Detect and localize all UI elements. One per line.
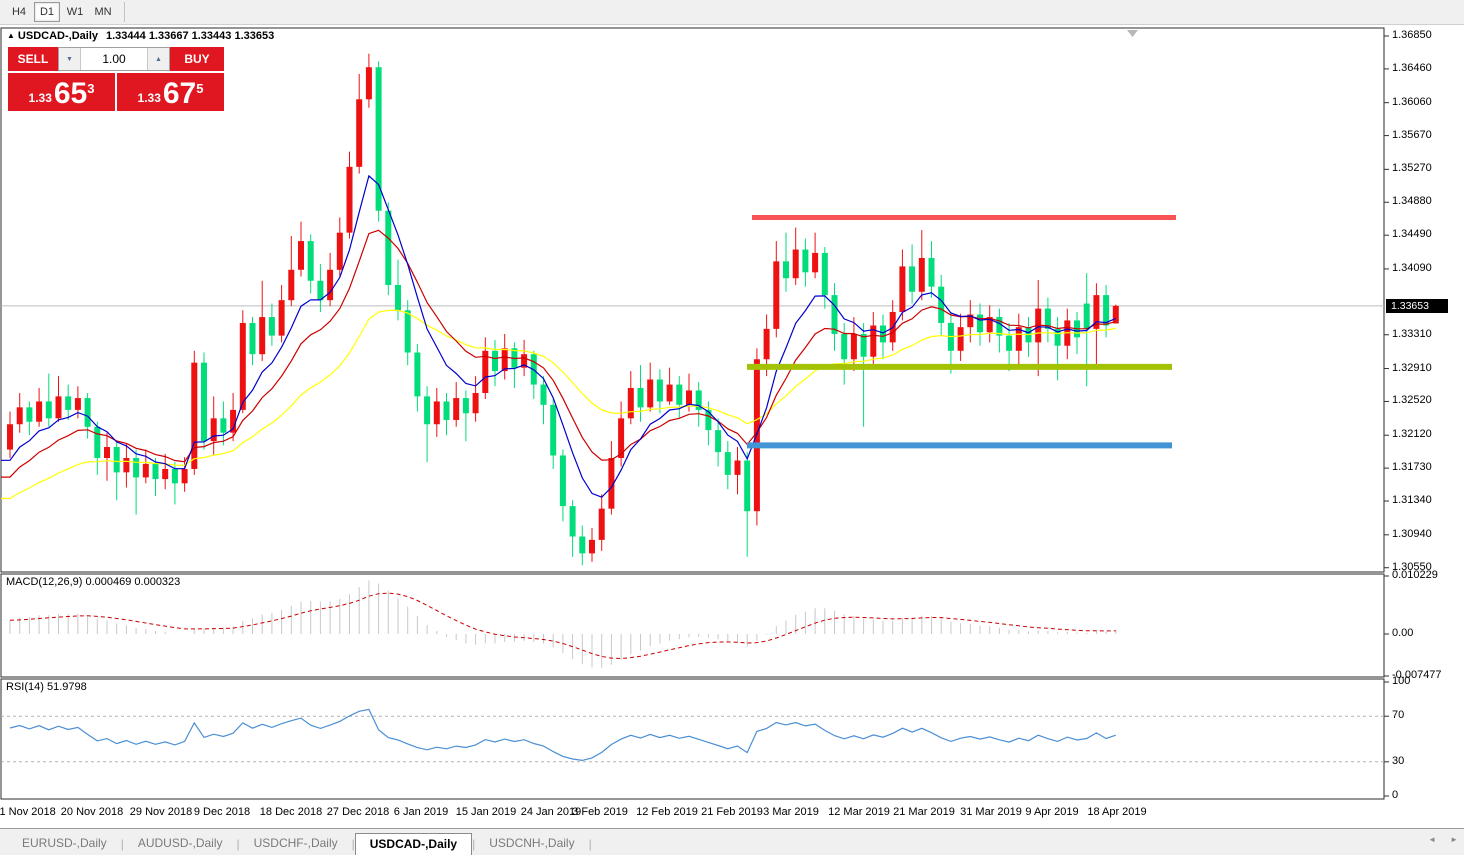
- rsi-pane-border: [0, 678, 1385, 800]
- tab-scroll-left-icon[interactable]: ◄: [1428, 835, 1437, 844]
- tab-separator: |: [236, 837, 240, 851]
- macd-pane-border: [0, 573, 1385, 678]
- date-axis-label: 3 Feb 2019: [572, 806, 628, 818]
- timeframe-d1-button[interactable]: D1: [34, 2, 60, 22]
- ma-fast-line[interactable]: [1, 174, 1117, 498]
- price-axis-label: 1.30940: [1392, 527, 1432, 540]
- chart-title: ▲ USDCAD-,Daily 1.33444 1.33667 1.33443 1.…: [7, 30, 274, 42]
- price-axis-label: 1.34090: [1392, 261, 1432, 274]
- price-pane-border: [0, 27, 1385, 573]
- price-axis-label: 1.33310: [1392, 327, 1432, 340]
- candles-layer[interactable]: [7, 53, 1119, 566]
- volume-input[interactable]: [81, 48, 147, 70]
- macd-axis-label: -0.007477: [1392, 669, 1442, 681]
- price-axis-label: 1.31340: [1392, 494, 1432, 507]
- price-axis-label: 1.32520: [1392, 394, 1432, 407]
- date-axis-label: 3 Mar 2019: [763, 806, 819, 818]
- tab-separator: |: [120, 837, 124, 851]
- toolbar-separator: [124, 2, 125, 22]
- current-price-badge: 1.33653: [1386, 298, 1448, 313]
- date-axis-label: 9 Dec 2018: [193, 806, 251, 818]
- rsi-label: RSI(14) 51.9798: [6, 681, 87, 693]
- price-axis-label: 1.36060: [1392, 95, 1432, 108]
- rsi-line: [9, 708, 1116, 762]
- date-axis-label: 20 Nov 2018: [60, 806, 124, 818]
- tab-usdcad-daily[interactable]: USDCAD-,Daily: [354, 833, 473, 855]
- volume-decrease-button[interactable]: ▼: [59, 48, 81, 70]
- rsi-axis-label: 0: [1392, 789, 1399, 801]
- sell-pipette: 3: [87, 81, 95, 96]
- date-axis-label: 18 Apr 2019: [1087, 806, 1147, 818]
- buy-pips: 67: [162, 77, 197, 110]
- macd-label: MACD(12,26,9) 0.000469 0.000323: [6, 576, 181, 588]
- date-axis-label: 15 Jan 2019: [455, 806, 517, 818]
- date-axis-label: 21 Mar 2019: [893, 806, 955, 818]
- tab-separator: |: [588, 837, 592, 851]
- rsi-axis-label: 30: [1392, 754, 1405, 767]
- tab-separator: |: [472, 837, 476, 851]
- rsi-axis-label: 70: [1392, 709, 1405, 722]
- date-axis-label: 6 Jan 2019: [393, 806, 449, 818]
- price-axis-label: 1.30550: [1392, 560, 1432, 573]
- price-axis-label: 1.32910: [1392, 361, 1432, 374]
- price-axis-label: 1.34880: [1392, 195, 1432, 208]
- rsi-axis-label: 100: [1392, 675, 1411, 687]
- macd-axis-label: 0.00: [1392, 627, 1414, 639]
- tab-usdchf-daily[interactable]: USDCHF-,Daily: [253, 836, 338, 850]
- tab-scroll-right-icon[interactable]: ►: [1450, 835, 1458, 844]
- timeframe-toolbar: H4 D1 W1 MN: [0, 0, 1464, 25]
- price-axis-label: 1.32120: [1392, 428, 1432, 441]
- buy-button[interactable]: BUY: [170, 47, 224, 71]
- ma-mid-line[interactable]: [1, 229, 1116, 478]
- tab-eurusd-daily[interactable]: EURUSD-,Daily: [22, 836, 107, 850]
- price-axis-label: 1.31730: [1392, 461, 1432, 474]
- volume-increase-button[interactable]: ▲: [147, 48, 169, 70]
- timeframe-mn-button[interactable]: MN: [90, 2, 116, 22]
- tab-separator: |: [351, 837, 355, 851]
- date-axis-label: 18 Dec 2018: [259, 806, 323, 818]
- date-axis-label: 12 Mar 2019: [828, 806, 890, 818]
- sell-big-figure: 1.33: [28, 91, 52, 105]
- tab-usdcnh-daily[interactable]: USDCNH-,Daily: [489, 836, 575, 850]
- price-axis-label: 1.35670: [1392, 128, 1432, 141]
- price-axis-label: 1.35270: [1392, 162, 1432, 175]
- price-axis-label: 1.34490: [1392, 228, 1432, 241]
- macd-histogram: [9, 580, 1117, 668]
- symbol-label: USDCAD-,Daily: [17, 30, 98, 42]
- date-axis-label: 29 Nov 2018: [129, 806, 193, 818]
- tab-audusd-daily[interactable]: AUDUSD-,Daily: [137, 836, 223, 850]
- buy-big-figure: 1.33: [137, 91, 161, 105]
- scroll-end-marker-icon[interactable]: [1127, 30, 1138, 37]
- buy-price-button[interactable]: 1.33 67 5: [117, 73, 224, 111]
- timeframe-h4-button[interactable]: H4: [6, 2, 32, 22]
- collapse-triangle-icon[interactable]: ▲: [7, 31, 15, 40]
- macd-axis-label: 0.010229: [1392, 569, 1438, 581]
- date-axis-label: 24 Jan 2019: [520, 806, 582, 818]
- sell-pips: 65: [53, 77, 88, 110]
- ohlc-values: 1.33444 1.33667 1.33443 1.33653: [106, 30, 275, 42]
- volume-spinner: ▼ ▲: [58, 47, 170, 71]
- buy-pipette: 5: [196, 81, 204, 96]
- date-axis-label: 21 Feb 2019: [701, 806, 763, 818]
- date-axis-label: 31 Mar 2019: [960, 806, 1022, 818]
- date-axis-label: 11 Nov 2018: [0, 806, 56, 818]
- date-axis-label: 12 Feb 2019: [636, 806, 698, 818]
- sell-price-button[interactable]: 1.33 65 3: [8, 73, 115, 111]
- timeframe-w1-button[interactable]: W1: [62, 2, 88, 22]
- one-click-trading-panel: SELL ▼ ▲ BUY 1.33 65 3 1.33 67 5: [8, 47, 224, 111]
- price-axis-label: 1.36460: [1392, 61, 1432, 74]
- macd-signal-line: [9, 592, 1116, 660]
- symbol-tab-bar: EURUSD-,Daily | AUDUSD-,Daily | USDCHF-,Dail…: [0, 828, 1464, 855]
- date-axis-label: 27 Dec 2018: [326, 806, 390, 818]
- price-axis-label: 1.36850: [1392, 29, 1432, 41]
- sell-button[interactable]: SELL: [8, 47, 58, 71]
- date-axis-label: 9 Apr 2019: [1025, 806, 1079, 818]
